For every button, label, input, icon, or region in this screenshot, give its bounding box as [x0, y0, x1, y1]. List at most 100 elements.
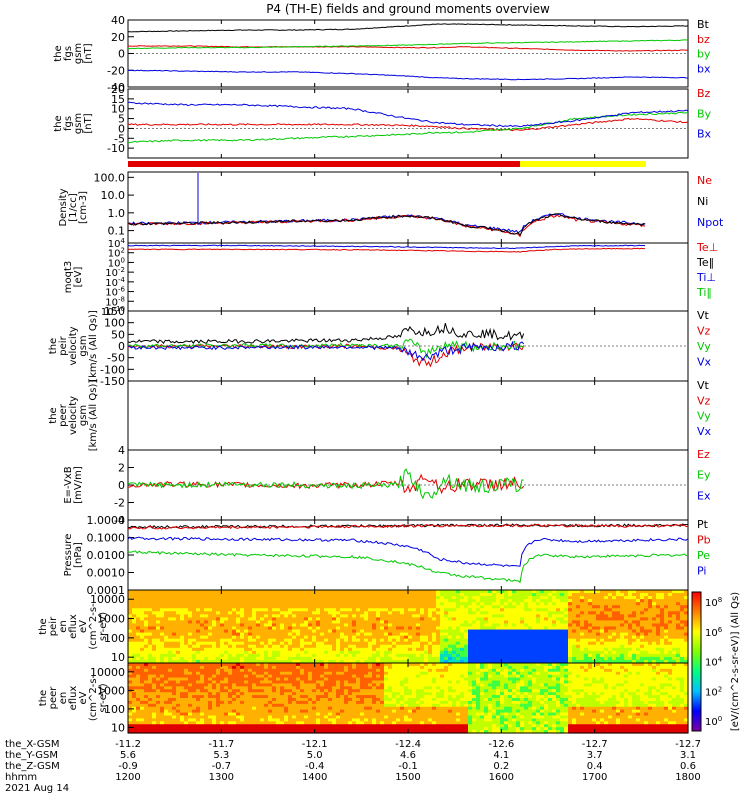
y-tick-label: 0.0010: [87, 567, 126, 580]
x-axis-table: the_X-GSM -11.2 -11.7 -12.1 -12.4 -12.6 -12.7 -…: [5, 739, 701, 794]
legend-entry: Bx: [697, 128, 712, 141]
y-tick-label: 20: [111, 31, 125, 44]
x-row-value: -0.7: [212, 761, 232, 772]
y-tick-label: 104: [108, 237, 126, 250]
legend-entry: Vt: [697, 379, 710, 392]
series-by: [127, 111, 689, 144]
panel-frame: [127, 519, 689, 591]
colorbar-scale: [691, 591, 702, 732]
y-tick-label: 50: [111, 328, 125, 341]
series-vt: [127, 322, 525, 345]
panel-frame: [127, 88, 689, 159]
y-tick-label: 10-6: [105, 286, 125, 299]
series-ni: [127, 213, 646, 236]
panel-frame: [127, 242, 689, 312]
y-tick-label: 1000: [97, 613, 125, 626]
y-axis-label: [nT]: [83, 113, 94, 133]
y-axis-label: peer: [48, 686, 59, 710]
y-tick-label: -20: [107, 64, 125, 77]
y-tick-label: 10000: [90, 593, 125, 606]
x-row-value: 5.0: [307, 750, 323, 761]
x-row-label: the_X-GSM: [5, 739, 59, 750]
x-row-value: -12.1: [302, 739, 328, 750]
legend-entry: Ey: [697, 469, 711, 482]
y-tick-label: 10000: [90, 666, 125, 679]
legend-entry: Vy: [697, 340, 711, 353]
x-row-value: 5.6: [120, 750, 136, 761]
legend-entry: Ti⊥: [696, 271, 716, 284]
series-te: [127, 247, 646, 253]
y-tick-label: 40: [111, 14, 125, 27]
y-axis-label: [eV]: [73, 267, 84, 288]
y-tick-label: 10-2: [105, 266, 125, 279]
spectrogram-ion: [128, 590, 689, 664]
legend-entry: Ti‖: [696, 286, 712, 299]
y-tick-label: 0.1000: [87, 532, 126, 545]
x-row-value: 1400: [302, 772, 327, 783]
legend-entry: Vy: [697, 410, 711, 423]
mode-bar-segment: [128, 161, 520, 167]
y-tick-label: 4: [118, 444, 125, 457]
y-axis-label: [km/s (All Qs)]: [88, 310, 99, 382]
series-bt: [128, 23, 689, 33]
x-row-value: 1700: [582, 772, 607, 783]
series-ne: [127, 214, 646, 238]
y-tick-label: 0.1: [108, 225, 126, 238]
y-tick-label: -2: [114, 497, 125, 510]
y-axis-label: peer: [58, 403, 69, 427]
legend-entry: bz: [697, 33, 710, 46]
y-tick-label: 10: [111, 103, 125, 116]
y-tick-label: -4: [114, 514, 125, 527]
y-axis-label: peir: [58, 335, 69, 355]
mode-bar: [128, 161, 646, 167]
y-axis-label: the: [38, 618, 49, 634]
y-axis-label: eV: [78, 691, 89, 704]
y-tick-label: 1.0000: [87, 514, 126, 527]
y-axis-label: E=-VxB: [63, 466, 74, 503]
x-row-label: the_Y-GSM: [5, 750, 58, 761]
y-tick-label: 100: [104, 703, 125, 716]
y-tick-label: 100.0: [94, 171, 126, 184]
x-row-value: -12.4: [395, 739, 421, 750]
colorbar-tick-label: 102: [705, 685, 722, 698]
y-tick-label: 10: [111, 721, 125, 734]
x-row-value: -12.7: [582, 739, 608, 750]
y-axis-label: [mV/m]: [73, 466, 84, 504]
x-row-value: 0.2: [493, 761, 509, 772]
y-tick-label: -10: [107, 142, 125, 155]
legend-entry: Pi: [697, 565, 706, 578]
legend-entry: Bt: [697, 18, 710, 31]
y-tick-label: 10-10: [101, 305, 125, 318]
panel-9: 10000 1000 100 10 the peir en eflux eV (cm^2-s-sr…: [38, 589, 689, 664]
legend-entry: Pt: [697, 518, 709, 531]
y-axis-label: the: [48, 407, 59, 423]
legend-entry: Ez: [697, 448, 710, 461]
y-tick-label: 10-4: [105, 276, 125, 289]
y-axis-label: [cm-3]: [78, 191, 89, 224]
y-tick-label: -150: [100, 375, 125, 388]
y-axis-label: fgs: [63, 116, 74, 131]
x-row-value: 3.7: [587, 750, 603, 761]
y-tick-label: 0: [118, 479, 125, 492]
x-row-value: -0.1: [398, 761, 418, 772]
x-row-label: hhmm: [5, 772, 37, 783]
legend-entry: bx: [697, 62, 711, 75]
x-row-value: 1200: [115, 772, 140, 783]
y-tick-label: 100: [104, 632, 125, 645]
legend-entry: by: [697, 48, 711, 61]
y-axis-label: (cm^2-s-: [88, 674, 99, 721]
series-bx: [127, 69, 689, 81]
y-tick-label: 100: [108, 256, 125, 269]
colorbar-tick-label: 108: [705, 596, 722, 609]
y-tick-label: -40: [107, 81, 125, 94]
panel-8: 1.0000 0.1000 0.0100 0.0010 0.0001 Pressure [n…: [63, 514, 711, 597]
colorbar-tick-label: 104: [705, 656, 723, 669]
y-axis-label: gsm: [73, 113, 84, 134]
x-row-value: 5.3: [213, 750, 229, 761]
x-row-value: 1800: [675, 772, 700, 783]
y-axis-label: eV: [78, 620, 89, 633]
x-row-value: 0.6: [680, 761, 696, 772]
x-row-value: -12.6: [488, 739, 514, 750]
